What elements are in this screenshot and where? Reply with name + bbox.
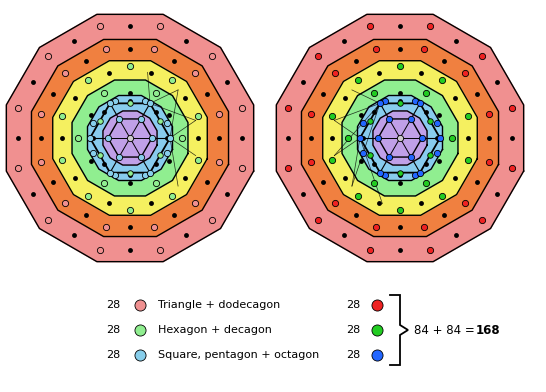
Polygon shape	[53, 61, 207, 215]
Polygon shape	[7, 15, 254, 261]
Text: 168: 168	[476, 323, 501, 336]
Polygon shape	[373, 111, 427, 165]
Text: 28: 28	[106, 350, 120, 360]
Polygon shape	[323, 61, 477, 215]
Polygon shape	[276, 15, 524, 261]
Text: 28: 28	[106, 325, 120, 335]
Polygon shape	[87, 96, 173, 180]
Text: Square, pentagon + octagon: Square, pentagon + octagon	[158, 350, 319, 360]
Text: 84 + 84 =: 84 + 84 =	[414, 323, 478, 336]
Text: 28: 28	[346, 300, 360, 310]
Polygon shape	[32, 40, 229, 236]
Polygon shape	[342, 80, 458, 196]
Text: 28: 28	[346, 325, 360, 335]
Text: 28: 28	[106, 300, 120, 310]
Polygon shape	[103, 111, 157, 165]
Polygon shape	[358, 96, 442, 180]
Polygon shape	[72, 80, 188, 196]
Text: Hexagon + decagon: Hexagon + decagon	[158, 325, 272, 335]
Text: 28: 28	[346, 350, 360, 360]
Text: Triangle + dodecagon: Triangle + dodecagon	[158, 300, 280, 310]
Polygon shape	[301, 40, 498, 236]
